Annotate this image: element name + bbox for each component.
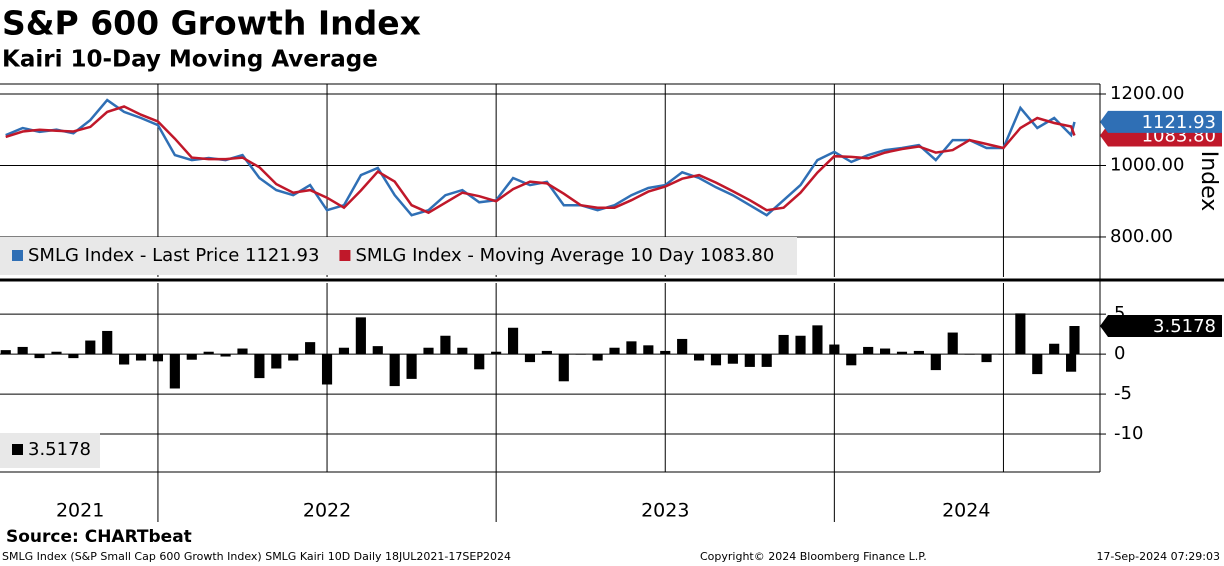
bar [998, 354, 1009, 355]
bar [102, 330, 113, 355]
copyright: Copyright© 2024 Bloomberg Finance L.P. [700, 550, 927, 563]
legend-swatch [12, 444, 23, 455]
bar [1066, 354, 1077, 372]
bar [51, 351, 62, 355]
bar [152, 354, 164, 362]
y-tick-label: 1000.00 [1110, 154, 1184, 175]
bar [305, 342, 316, 355]
bar [440, 335, 451, 355]
bar [474, 354, 485, 370]
legend-label: 3.5178 [28, 439, 91, 460]
bar [761, 354, 772, 367]
bar [693, 354, 705, 361]
bar [507, 327, 519, 355]
legend-label: SMLG Index - Last Price 1121.93 [28, 245, 319, 266]
bar [1049, 343, 1060, 355]
bar [237, 348, 248, 355]
y-tick-label: 5 [1114, 303, 1125, 324]
legend-label: SMLG Index - Moving Average 10 Day 1083.… [355, 245, 774, 266]
bar [677, 338, 688, 355]
bar [406, 354, 417, 379]
bar [186, 354, 197, 360]
bar [947, 332, 958, 355]
timestamp: 17-Sep-2024 07:29:03 [1096, 550, 1220, 563]
bar [930, 354, 941, 371]
x-tick-label: 2024 [942, 500, 990, 522]
legend-swatch [339, 250, 351, 261]
bar [1032, 354, 1043, 375]
bar [964, 354, 975, 355]
source: Source: CHARTbeat [6, 527, 192, 547]
bar [744, 354, 755, 367]
bar [829, 344, 840, 355]
bar [17, 346, 28, 355]
bar [85, 340, 96, 355]
y-axis-title: Index [1196, 151, 1221, 212]
bar [609, 347, 620, 355]
kairi-end-label: 3.5178 [1153, 316, 1216, 337]
x-tick-label: 2022 [303, 500, 351, 522]
bar [169, 354, 180, 389]
footer-description: SMLG Index (S&P Small Cap 600 Growth Ind… [2, 550, 511, 563]
bar [0, 350, 11, 355]
x-tick-label: 2021 [56, 500, 104, 522]
y-tick-label: -5 [1114, 383, 1132, 404]
bar [372, 346, 383, 355]
bar [575, 354, 586, 355]
legend-box [0, 237, 797, 275]
bar [34, 354, 45, 359]
bar [338, 347, 350, 355]
bar [558, 354, 569, 382]
bar [1015, 313, 1026, 355]
bar [491, 351, 502, 355]
bar [660, 350, 671, 355]
kairi-end-label-box [1100, 315, 1222, 338]
bar [119, 354, 130, 365]
bar [710, 354, 722, 366]
x-tick-label: 2023 [641, 500, 689, 522]
bar [727, 354, 738, 364]
bar [68, 354, 79, 359]
bar [812, 325, 823, 355]
bar [846, 354, 857, 366]
bar [271, 354, 282, 369]
bar [880, 348, 891, 355]
line-series [5, 105, 1076, 215]
bar [288, 354, 299, 361]
y-tick-label: 800.00 [1110, 226, 1173, 247]
price-end-label: 1121.93 [1142, 112, 1216, 133]
bar [135, 354, 147, 361]
price-end-label-box [1100, 110, 1222, 133]
bar [896, 351, 908, 355]
bar [981, 354, 992, 363]
bar [592, 354, 603, 361]
bar [389, 354, 400, 387]
bar [626, 341, 637, 355]
y-tick-label: -10 [1114, 423, 1143, 444]
bar [541, 350, 552, 355]
bar [913, 350, 924, 355]
bar [355, 317, 366, 355]
bar [203, 351, 214, 355]
bar [643, 345, 654, 355]
bar [457, 347, 468, 355]
bar [423, 347, 434, 355]
bar [863, 346, 874, 355]
subtitle: Kairi 10-Day Moving Average [2, 47, 378, 73]
bar [254, 354, 265, 379]
legend-swatch [12, 250, 23, 261]
y-tick-label: 0 [1114, 343, 1125, 364]
y-tick-label: 1200.00 [1110, 83, 1184, 104]
bar [524, 354, 536, 363]
bar [321, 354, 333, 385]
bar [220, 354, 231, 357]
bar [1069, 326, 1080, 355]
bar [795, 335, 806, 355]
title: S&P 600 Growth Index [2, 4, 421, 43]
bar [778, 334, 789, 355]
